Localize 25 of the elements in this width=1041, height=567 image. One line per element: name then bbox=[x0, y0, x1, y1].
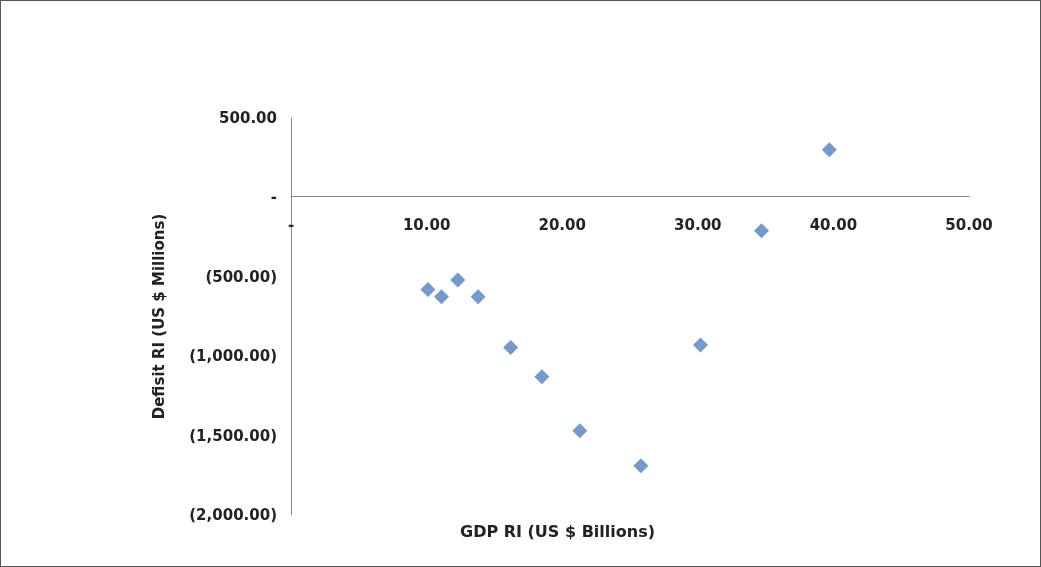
x-tick-label: 10.00 bbox=[402, 216, 451, 235]
point bbox=[434, 289, 450, 305]
y-tick-label: - bbox=[270, 188, 277, 207]
point bbox=[503, 339, 519, 355]
x-tick-label: 30.00 bbox=[674, 216, 722, 235]
point bbox=[420, 282, 436, 297]
point bbox=[470, 289, 486, 305]
x-tick-label: 20.00 bbox=[538, 216, 586, 235]
x-tick-label: - bbox=[287, 216, 295, 235]
point bbox=[534, 369, 550, 385]
point bbox=[821, 142, 837, 158]
point bbox=[572, 423, 588, 439]
point bbox=[450, 272, 466, 288]
y-tick-label: 500.00 bbox=[219, 109, 277, 127]
x-tick-label: 40.00 bbox=[809, 216, 858, 235]
y-tick-label: (2,000.00) bbox=[189, 506, 277, 524]
y-tick-label: (1,500.00) bbox=[189, 426, 277, 445]
y-tick-label: (1,000.00) bbox=[189, 347, 277, 366]
point bbox=[633, 458, 649, 474]
point bbox=[693, 337, 709, 353]
y-axis-title: Defisit RI (US $ Millions) bbox=[149, 213, 168, 420]
x-tick-label: 50.00 bbox=[945, 216, 993, 235]
y-tick-label: (500.00) bbox=[205, 267, 277, 286]
x-axis-title: GDP RI (US $ Billions) bbox=[460, 521, 656, 541]
point bbox=[754, 223, 770, 239]
